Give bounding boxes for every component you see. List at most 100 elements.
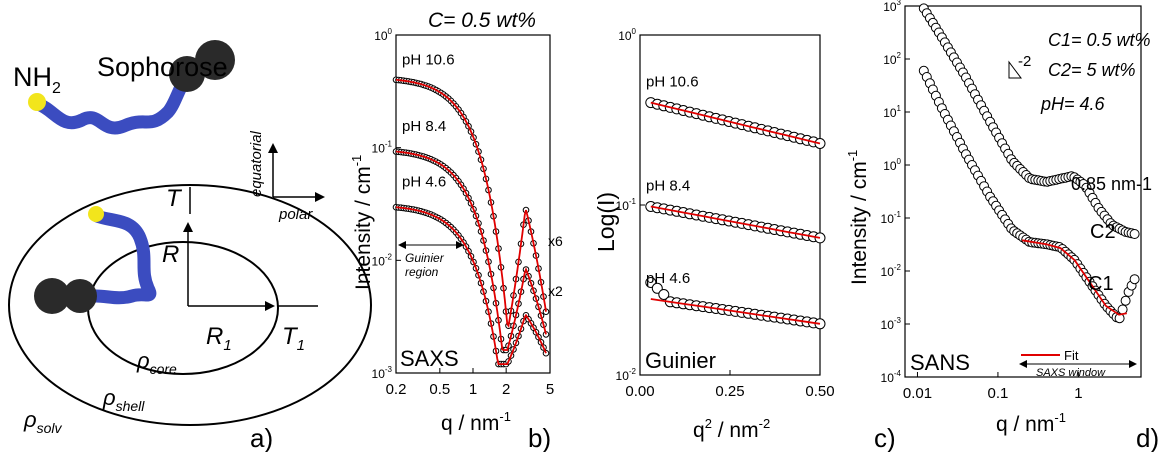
guinier-y-ticks: 100 10-1 10-2 (616, 27, 645, 383)
sans-y-tick-label: 10-1 (881, 210, 902, 226)
sophorose-label: Sophorose (97, 52, 228, 82)
saxs-y-tick-label: 10-1 (372, 140, 393, 156)
sans-ylabel: Intensity / cm-1 (845, 150, 871, 285)
polar-arrowhead (315, 192, 325, 202)
saxs-window-arrowhead-right (1129, 360, 1137, 368)
sugar-ring-top-2 (195, 40, 235, 80)
sans-annotation-c2: C2= 5 wt% (1048, 60, 1136, 80)
rho-solv-label: ρsolv (23, 407, 63, 436)
sans-x-tick-label: 0.1 (987, 385, 1008, 402)
rho-shell-label: ρshell (102, 385, 145, 414)
sans-x-tick-label: 0.01 (903, 385, 932, 402)
saxs-scale-label: x2 (548, 283, 563, 299)
saxs-x-tick-label: 5 (546, 381, 554, 398)
guinier-x-ticks: 0.00 0.25 0.50 (625, 370, 835, 400)
legend-fit-label: Fit (1064, 348, 1079, 363)
saxs-ylabel: Intensity / cm-1 (349, 155, 375, 290)
saxs-fit-line (395, 150, 547, 351)
guinier-ylabel: Log(I) (593, 192, 619, 252)
polar-label: polar (278, 206, 313, 223)
guinier-arrowhead-left (398, 241, 406, 249)
saxs-x-ticks: 0.2 0.5 1 2 5 (386, 368, 554, 398)
sans-data-point (1129, 229, 1140, 239)
guinier-arrowhead-right (456, 241, 464, 249)
R-label: R (162, 241, 179, 268)
saxs-title: C= 0.5 wt% (428, 9, 536, 32)
saxs-chart: 100 10-1 10-2 10-3 0.2 0.5 1 2 5 pH 10.6 x6 pH 8.… (349, 9, 563, 452)
molecule-chain-bottom (89, 209, 157, 305)
guinier-y-tick-label: 10-1 (616, 197, 637, 213)
sans-y-tick-label: 10-3 (881, 316, 902, 332)
core-ellipse (87, 241, 279, 375)
sans-plot-frame (904, 5, 1142, 378)
equatorial-arrowhead (268, 143, 278, 153)
saxs-series: pH 10.6 x6 pH 8.4 pH 4.6 x2 (392, 51, 563, 368)
R-arrowhead (183, 222, 193, 232)
nh2-label: NH2 (13, 62, 61, 97)
sans-data-point (1129, 274, 1140, 285)
saxs-window-label: SAXS window (1036, 367, 1106, 379)
amine-head-bottom (88, 206, 104, 222)
series-c2-label: C2 (1090, 221, 1116, 243)
sans-chart: 103 102 101 100 10-1 10-2 10-3 10-4 0.01 0.1 1 In… (845, 0, 1159, 452)
guinier-series-label: pH 4.6 (646, 270, 690, 287)
rho-core-label: ρcore (136, 348, 177, 377)
shell-ellipse (8, 184, 372, 426)
guinier-fit-line (650, 101, 821, 145)
panel-d-label: d) (1136, 423, 1159, 452)
guinier-series-label: pH 8.4 (646, 177, 690, 194)
guinier-fit-line (650, 298, 821, 325)
saxs-y-tick-label: 100 (374, 27, 392, 43)
peak-label: 0.85 nm-1 (1071, 174, 1152, 194)
saxs-x-tick-label: 0.5 (429, 381, 450, 398)
saxs-x-tick-label: 2 (502, 381, 510, 398)
sans-annotation-c1: C1= 0.5 wt% (1048, 30, 1151, 50)
saxs-y-tick-label: 10-3 (372, 365, 393, 381)
T-label: T (166, 185, 183, 212)
amine-head-top (28, 93, 46, 111)
guinier-data-point (658, 289, 670, 300)
equatorial-label: equatorial (248, 130, 265, 197)
guinier-x-tick-label: 0.25 (715, 383, 744, 400)
guinier-fit-line (650, 205, 821, 239)
guinier-series: pH 10.6 pH 8.4 pH 4.6 (645, 74, 826, 330)
sans-x-ticks: 0.01 0.1 1 (903, 372, 1083, 402)
guinier-xlabel: q2 / nm-2 (693, 416, 770, 442)
guinier-x-tick-label: 0.00 (625, 383, 654, 400)
slope-triangle (1008, 60, 1022, 79)
guinier-y-tick-label: 100 (618, 27, 636, 43)
sugar-ring-bottom-1 (63, 279, 97, 313)
panel-a-label: a) (250, 423, 273, 452)
guinier-series-label: pH 10.6 (646, 74, 699, 91)
sans-xlabel: q / nm-1 (996, 410, 1066, 436)
guinier-region-label-1: Guinier (405, 251, 445, 265)
guinier-corner-label: Guinier (645, 348, 716, 373)
panel-b-label: b) (528, 423, 551, 452)
saxs-scale-label: x6 (548, 233, 563, 249)
sans-corner-label: SANS (910, 350, 970, 375)
sans-data-point (1120, 295, 1131, 306)
sans-series (918, 3, 1140, 324)
guinier-y-tick-label: 10-2 (616, 367, 637, 383)
sans-y-tick-label: 100 (883, 157, 901, 173)
saxs-corner-label: SAXS (400, 346, 459, 371)
sans-annotation-ph: pH= 4.6 (1040, 94, 1106, 114)
saxs-y-tick-label: 10-2 (372, 252, 393, 268)
molecule-chain-top (31, 71, 193, 135)
sans-y-ticks: 103 102 101 100 10-1 10-2 10-3 10-4 (881, 0, 910, 385)
guinier-region-label-2: region (405, 265, 439, 279)
sans-y-tick-label: 102 (883, 51, 901, 67)
saxs-window-arrowhead-left (1019, 360, 1027, 368)
saxs-y-ticks: 100 10-1 10-2 10-3 (372, 27, 401, 381)
saxs-x-tick-label: 1 (469, 381, 477, 398)
series-c1-label: C1 (1088, 273, 1114, 295)
sugar-ring-bottom-2 (34, 278, 70, 314)
sans-fit-line (1021, 239, 1127, 316)
guinier-x-tick-label: 0.50 (805, 383, 834, 400)
saxs-series-label: pH 8.4 (402, 118, 446, 135)
sans-y-tick-label: 103 (883, 0, 901, 14)
T1-label: T1 (282, 323, 305, 354)
slope-label: -2 (1018, 53, 1031, 70)
